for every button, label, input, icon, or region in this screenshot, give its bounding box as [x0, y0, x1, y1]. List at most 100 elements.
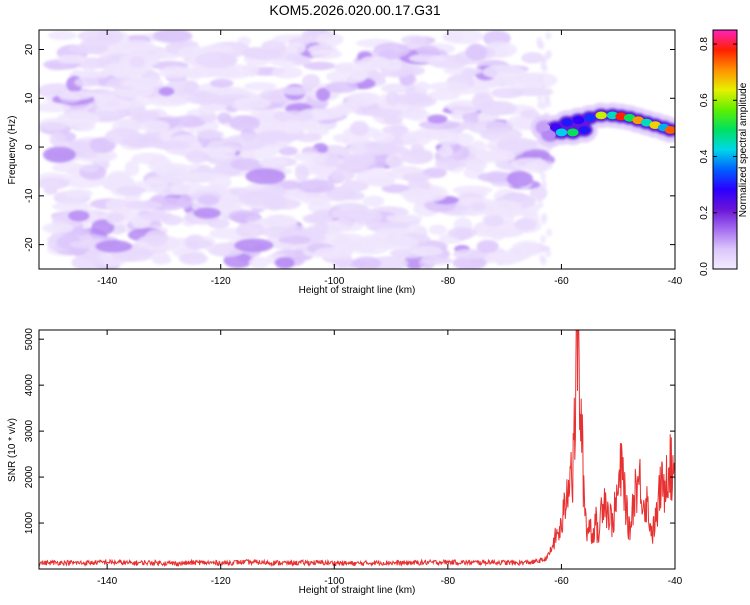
heatmap-cell: [262, 130, 294, 142]
heatmap-cell: [333, 133, 351, 143]
heatmap-cell: [314, 221, 329, 236]
heatmap-cell: [350, 120, 369, 136]
signal-core: [544, 130, 556, 139]
heatmap-cell: [428, 224, 447, 235]
heatmap-cell: [229, 115, 260, 132]
snr-x-tick-label: -40: [668, 576, 683, 587]
heatmap-cell: [352, 92, 380, 102]
heatmap-cell: [74, 77, 100, 88]
snr-y-tick-label: 5000: [24, 328, 35, 351]
heatmap-cell: [158, 86, 175, 97]
heatmap-cell: [42, 146, 76, 163]
signal-core: [561, 118, 573, 127]
heatmap-cell: [126, 110, 160, 120]
spectrogram-y-tick-label: 0: [24, 144, 35, 150]
heatmap-cell: [514, 217, 537, 231]
heatmap-cell: [380, 83, 407, 94]
heatmap-cell: [465, 44, 488, 61]
heatmap-cell: [346, 162, 366, 172]
heatmap-cell: [546, 87, 553, 96]
signal-core: [615, 112, 627, 121]
heatmap-cell: [47, 30, 77, 41]
heatmap-cell: [470, 140, 487, 157]
heatmap-cell: [536, 36, 543, 45]
heatmap-cell: [379, 235, 419, 251]
heatmap-cell: [503, 73, 544, 90]
heatmap-cell: [408, 53, 447, 63]
signal-core: [649, 121, 661, 130]
heatmap-cell: [382, 125, 410, 135]
heatmap-cell: [511, 240, 545, 257]
colorbar-gradient: [712, 29, 738, 270]
colorbar-tick-label: 0.8: [699, 37, 710, 51]
heatmap-cell: [177, 171, 219, 182]
heatmap-cell: [208, 139, 224, 149]
heatmap-cell: [409, 245, 443, 257]
heatmap-cell: [129, 56, 145, 68]
snr-ticks: -140 -120 -100 -80 -60 -40 1000 2000 3000 4000 500…: [24, 328, 683, 587]
heatmap-cell: [359, 56, 390, 68]
signal-core: [606, 111, 619, 120]
heatmap-cell: [147, 95, 190, 107]
spectrogram-y-tick-label: -10: [24, 188, 35, 203]
spectrogram-frame: [38, 29, 676, 270]
heatmap-cell: [416, 45, 440, 56]
heatmap-cell: [326, 69, 368, 85]
heatmap-cell: [64, 188, 93, 199]
heatmap-cell: [324, 81, 359, 93]
heatmap-cell: [68, 210, 90, 222]
spectrogram-x-tick-label: -140: [97, 276, 117, 287]
heatmap-cell: [438, 145, 454, 158]
heatmap-cell: [372, 132, 395, 143]
heatmap-cell: [540, 101, 547, 110]
heatmap-cell: [437, 131, 459, 148]
snr-plot-area: [39, 330, 675, 569]
snr-ylabel: SNR (10 * v/v): [7, 418, 18, 482]
signal-core: [623, 113, 636, 122]
heatmap-cell: [243, 81, 277, 91]
heatmap-cell: [296, 179, 335, 193]
heatmap-cell: [381, 184, 411, 194]
heatmap-cell: [452, 255, 487, 269]
snr-x-tick-label: -140: [97, 576, 117, 587]
heatmap-cell: [546, 228, 553, 237]
heatmap-cell: [106, 212, 125, 223]
signal-core: [578, 126, 590, 134]
heatmap-cell: [479, 100, 517, 116]
snr-x-tick-label: -80: [441, 576, 456, 587]
heatmap-cell: [195, 52, 238, 68]
heatmap-cell: [139, 120, 171, 133]
heatmap-cell: [540, 235, 547, 244]
heatmap-cell: [57, 91, 93, 100]
heatmap-cell: [196, 129, 224, 140]
heatmap-cell: [301, 74, 321, 88]
signal-core: [632, 116, 644, 125]
snr-y-tick-label: 1000: [24, 511, 35, 534]
signal-core: [555, 128, 568, 137]
heatmap-cell: [151, 250, 171, 263]
heatmap-cell: [91, 219, 115, 236]
signal-core: [595, 111, 607, 120]
heatmap-cell: [453, 133, 475, 146]
colorbar-ticks: 0.0 0.2 0.4 0.6 0.8: [699, 37, 737, 276]
signal-core: [664, 126, 675, 134]
heatmap-cell: [465, 158, 487, 172]
heatmap-cell: [281, 119, 305, 135]
heatmap-cell: [385, 220, 410, 230]
heatmap-cell: [39, 121, 67, 131]
heatmap-layer: [39, 30, 675, 269]
signal-core: [584, 113, 596, 122]
heatmap-cell: [375, 227, 412, 236]
heatmap-cell: [262, 214, 297, 229]
figure-title: KOM5.2026.020.00.17.G31: [269, 2, 440, 18]
heatmap-cell: [310, 49, 343, 60]
heatmap-cell: [185, 150, 210, 164]
heatmap-cell: [401, 149, 434, 165]
heatmap-cell: [293, 151, 329, 162]
heatmap-cell: [540, 216, 547, 225]
heatmap-cell: [406, 109, 431, 122]
heatmap-cell: [153, 30, 192, 43]
heatmap-cell: [52, 201, 93, 212]
